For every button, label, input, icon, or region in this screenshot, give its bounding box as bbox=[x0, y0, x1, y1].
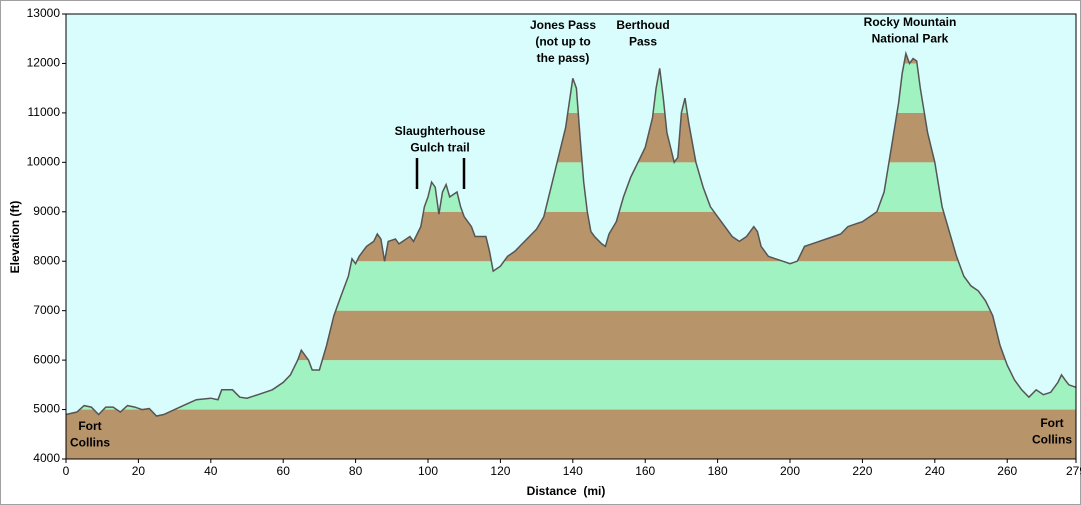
annotation: Fort bbox=[78, 419, 101, 433]
annotation: Collins bbox=[70, 436, 110, 450]
x-tick-label: 260 bbox=[997, 464, 1017, 478]
annotation: Collins bbox=[1032, 433, 1072, 447]
annotation: Gulch trail bbox=[410, 141, 469, 155]
y-tick-label: 8000 bbox=[33, 253, 60, 267]
plot-border bbox=[65, 13, 1077, 460]
x-tick-label: 100 bbox=[418, 464, 438, 478]
elevation-line bbox=[65, 50, 1077, 417]
y-tick-label: 4000 bbox=[33, 451, 60, 465]
annotation: National Park bbox=[872, 32, 949, 46]
annotation: Slaughterhouse bbox=[395, 124, 486, 138]
x-tick-label: 40 bbox=[204, 464, 218, 478]
annotation: (not up to bbox=[535, 35, 590, 49]
y-tick-label: 10000 bbox=[27, 155, 61, 169]
y-tick-label: 9000 bbox=[33, 204, 60, 218]
x-tick-label: 80 bbox=[349, 464, 363, 478]
x-tick-label: 279 bbox=[1066, 464, 1081, 478]
y-tick-label: 7000 bbox=[33, 303, 60, 317]
annotation: the pass) bbox=[537, 51, 590, 65]
annotation: Jones Pass bbox=[530, 18, 596, 32]
y-tick-label: 12000 bbox=[27, 56, 61, 70]
annotation: Rocky Mountain bbox=[864, 15, 957, 29]
x-tick-label: 240 bbox=[925, 464, 945, 478]
x-tick-label: 60 bbox=[277, 464, 291, 478]
x-tick-label: 140 bbox=[563, 464, 583, 478]
x-tick-label: 0 bbox=[63, 464, 70, 478]
y-tick-label: 5000 bbox=[33, 402, 60, 416]
x-tick-label: 180 bbox=[708, 464, 728, 478]
x-tick-label: 120 bbox=[490, 464, 510, 478]
y-tick-label: 13000 bbox=[27, 6, 61, 20]
annotation: Pass bbox=[629, 35, 657, 49]
x-tick-label: 160 bbox=[635, 464, 655, 478]
annotation: Berthoud bbox=[616, 18, 669, 32]
y-axis-label: Elevation (ft) bbox=[8, 201, 22, 274]
x-tick-label: 20 bbox=[132, 464, 146, 478]
annotation: Fort bbox=[1040, 416, 1063, 430]
y-tick-label: 6000 bbox=[33, 352, 60, 366]
x-axis-label: Distance (mi) bbox=[527, 484, 606, 498]
y-tick-label: 11000 bbox=[28, 105, 61, 119]
x-tick-label: 200 bbox=[780, 464, 800, 478]
elevation-band bbox=[66, 409, 1076, 459]
x-tick-label: 220 bbox=[852, 464, 872, 478]
